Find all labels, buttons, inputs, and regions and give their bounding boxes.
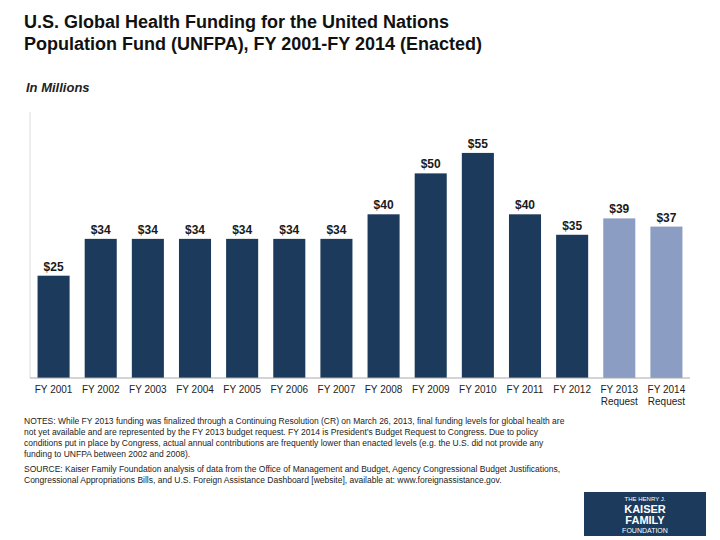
data-label: $35: [562, 219, 582, 233]
x-tick-label: FY 2011: [507, 384, 544, 395]
text-line: funding to UNFPA between 2002 and 2008).: [24, 449, 190, 459]
data-label: $37: [656, 211, 676, 225]
text-line: Request: [601, 396, 638, 407]
data-label: $34: [232, 223, 252, 237]
data-label: $40: [374, 198, 394, 212]
logo-box: [584, 492, 706, 536]
data-label: $25: [44, 260, 64, 274]
text-line: Congressional Appropriations Bills, and …: [24, 475, 502, 485]
logo: THE HENRY J.KAISERFAMILYFOUNDATION: [584, 492, 706, 536]
logo-text: FOUNDATION: [622, 527, 668, 534]
notes: NOTES: While FY 2013 funding was finaliz…: [24, 416, 565, 459]
background: [0, 0, 720, 540]
text-line: FY 2004: [176, 384, 214, 395]
data-label: $55: [468, 137, 488, 151]
text-line: FY 2001: [35, 384, 73, 395]
text-line: FY 2014: [648, 384, 686, 395]
x-tick-label: FY 2004: [176, 384, 214, 395]
data-label: $34: [279, 223, 299, 237]
text-line: FY 2009: [412, 384, 450, 395]
bar: [556, 235, 588, 378]
x-tick-label: FY 2002: [82, 384, 120, 395]
source: SOURCE: Kaiser Family Foundation analysi…: [24, 464, 560, 485]
text-line: SOURCE: Kaiser Family Foundation analysi…: [24, 464, 560, 474]
data-label: $50: [421, 157, 441, 171]
bar: [38, 276, 70, 378]
text-line: Population Fund (UNFPA), FY 2001-FY 2014…: [24, 34, 482, 54]
text-line: FY 2003: [129, 384, 167, 395]
bar: [273, 239, 305, 378]
text-line: FY 2006: [270, 384, 308, 395]
subtitle: In Millions: [26, 80, 90, 95]
logo-text: FAMILY: [625, 514, 665, 526]
x-tick-label: FY 2003: [129, 384, 167, 395]
bars: [38, 153, 683, 378]
text-line: not yet available and are represented by…: [24, 427, 539, 437]
data-label: $34: [91, 223, 111, 237]
bar: [226, 239, 258, 378]
text-line: conditions put in place by Congress, act…: [24, 438, 544, 448]
logo-text: THE HENRY J.: [625, 496, 666, 502]
text-line: FY 2008: [365, 384, 403, 395]
data-label: $34: [326, 223, 346, 237]
bar: [368, 214, 400, 378]
chart-svg: U.S. Global Health Funding for the Unite…: [0, 0, 720, 540]
data-label: $34: [138, 223, 158, 237]
text-line: FY 2012: [553, 384, 591, 395]
data-label: $39: [609, 202, 629, 216]
bar: [509, 214, 541, 378]
bar: [85, 239, 117, 378]
x-tick-label: FY 2012: [553, 384, 591, 395]
text-line: U.S. Global Health Funding for the Unite…: [24, 12, 449, 32]
text-line: FY 2007: [318, 384, 356, 395]
data-label: $34: [185, 223, 205, 237]
bar: [650, 227, 682, 378]
bar: [320, 239, 352, 378]
bar: [462, 153, 494, 378]
bar: [415, 173, 447, 378]
x-tick-label: FY 2014Request: [648, 384, 686, 407]
text-line: NOTES: While FY 2013 funding was finaliz…: [24, 416, 565, 426]
y-range-line: [30, 112, 31, 378]
bar: [603, 218, 635, 378]
text-line: FY 2010: [459, 384, 497, 395]
bar: [132, 239, 164, 378]
x-tick-label: FY 2009: [412, 384, 450, 395]
text-line: Request: [648, 396, 685, 407]
x-tick-label: FY 2007: [318, 384, 356, 395]
x-tick-label: FY 2006: [270, 384, 308, 395]
x-tick-label: FY 2010: [459, 384, 497, 395]
text-line: FY 2013: [600, 384, 638, 395]
text-line: FY 2011: [507, 384, 544, 395]
x-tick-label: FY 2013Request: [600, 384, 638, 407]
text-line: FY 2005: [223, 384, 261, 395]
data-label: $40: [515, 198, 535, 212]
x-tick-label: FY 2008: [365, 384, 403, 395]
text-line: FY 2002: [82, 384, 120, 395]
bar: [179, 239, 211, 378]
x-tick-label: FY 2005: [223, 384, 261, 395]
x-tick-label: FY 2001: [35, 384, 73, 395]
x-axis-line: [30, 378, 690, 379]
title: U.S. Global Health Funding for the Unite…: [24, 12, 482, 54]
